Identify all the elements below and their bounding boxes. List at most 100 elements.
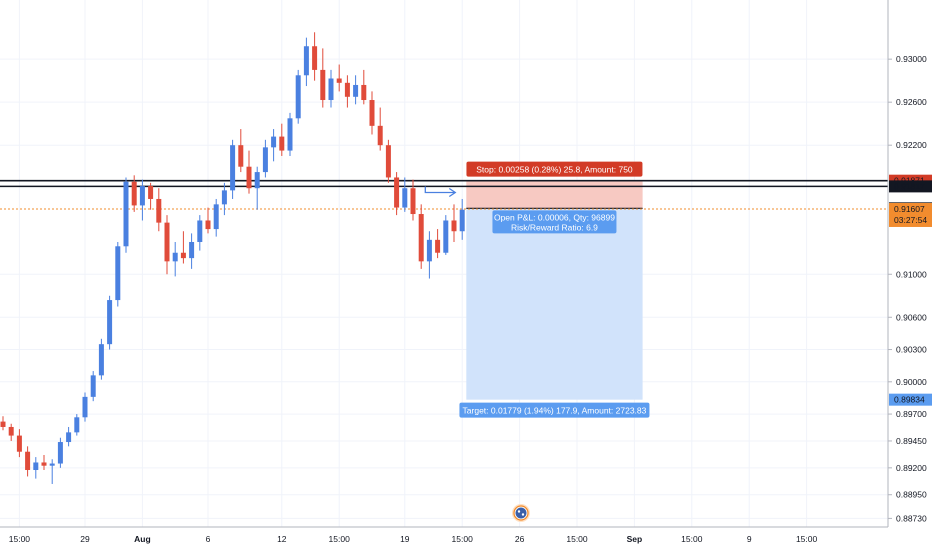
candle [328, 69, 334, 108]
target-zone [466, 208, 643, 400]
target-label: Target: 0.01779 (1.94%) 177.9, Amount: 2… [459, 402, 650, 418]
candle [131, 175, 137, 212]
candle-body [148, 186, 154, 199]
x-tick-label: 19 [400, 534, 410, 544]
candle [8, 423, 14, 441]
current-price-badge-bg [889, 202, 932, 227]
candle-body [213, 204, 219, 230]
x-tick-label: Sep [627, 534, 643, 544]
candle-body [426, 239, 432, 262]
current-price-text: 0.91607 [894, 204, 925, 214]
x-tick-label: Aug [134, 534, 151, 544]
candle [123, 177, 129, 253]
candle [107, 295, 113, 350]
x-tick-label: 15:00 [566, 534, 588, 544]
y-tick-label: 0.93000 [896, 54, 927, 64]
candle-body [25, 451, 31, 470]
position-labels: Stop: 0.00258 (0.28%) 25.8, Amount: 750 O… [459, 161, 650, 418]
y-tick-label: 0.92600 [896, 97, 927, 107]
stop-label: Stop: 0.00258 (0.28%) 25.8, Amount: 750 [466, 161, 643, 177]
tradingview-logo-icon[interactable] [512, 504, 530, 522]
pnl-label-bg [492, 210, 617, 234]
candle [213, 198, 219, 237]
candle [344, 75, 350, 108]
y-tick-label: 0.89450 [896, 436, 927, 446]
x-tick-label: 9 [747, 534, 752, 544]
candle-body [123, 181, 129, 247]
countdown-text: 03:27:54 [894, 215, 927, 225]
candle [16, 429, 22, 458]
candle-body [115, 246, 121, 301]
candle [115, 241, 121, 307]
candle [180, 231, 186, 264]
candle-body [312, 46, 318, 70]
y-tick-label: 0.90600 [896, 312, 927, 322]
candle [312, 32, 318, 81]
entry-price-badge-text: 0.91817 [894, 181, 925, 191]
candle-body [16, 435, 22, 452]
candle [443, 215, 449, 255]
candle [377, 107, 383, 151]
candle [394, 172, 400, 216]
candle [361, 69, 367, 105]
candle-body [74, 417, 80, 433]
candle [66, 426, 72, 447]
candle-body [262, 147, 268, 173]
candle-body [139, 186, 145, 206]
candle-body [246, 166, 252, 189]
x-tick-label: 15:00 [796, 534, 818, 544]
y-tick-label: 0.91000 [896, 269, 927, 279]
x-tick-label: 26 [515, 534, 525, 544]
position-arrow [424, 186, 457, 198]
candle [197, 215, 203, 251]
candle [0, 416, 6, 431]
ratio-label-text: Risk/Reward Ratio: 6.9 [511, 222, 598, 232]
candle [221, 182, 227, 216]
candle [385, 139, 391, 183]
x-tick-label: 12 [277, 534, 287, 544]
candle-body [385, 145, 391, 178]
candle-body [82, 396, 88, 418]
axes [0, 0, 889, 528]
candle-body [459, 209, 465, 232]
y-tick-label: 0.90000 [896, 377, 927, 387]
candle [451, 204, 457, 242]
y-axis-ticks: 0.93000 0.92600 0.92200 0.91000 0.90600 0.903… [888, 54, 927, 523]
candle-body [90, 375, 96, 397]
candle [254, 166, 260, 210]
candle-body [107, 300, 113, 345]
candle-body [279, 136, 285, 151]
pnl-label: Open P&L: 0.00006, Qty: 96899Risk/Reward… [492, 210, 617, 234]
candle [82, 392, 88, 422]
candle-series [0, 32, 465, 484]
stop-label-text: Stop: 0.00258 (0.28%) 25.8, Amount: 750 [476, 165, 633, 175]
price-lines [0, 179, 888, 210]
target-badge: 0.89834 [889, 393, 932, 406]
candle-body [377, 125, 383, 146]
candle-body [402, 188, 408, 208]
candle [164, 215, 170, 275]
candle-body [33, 462, 39, 470]
candle [303, 37, 309, 87]
candle [369, 91, 375, 135]
x-axis-ticks: 15:00 29 Aug 6 12 15:00 19 15:00 26 15:00 Sep 15:00… [9, 534, 818, 544]
candle [74, 414, 80, 436]
candle [246, 150, 252, 194]
candle-body [328, 78, 334, 101]
candle-body [295, 75, 301, 119]
y-tick-label: 0.89200 [896, 463, 927, 473]
candle [353, 75, 359, 105]
candle-body [394, 177, 400, 208]
x-tick-label: 15:00 [9, 534, 31, 544]
candle [57, 437, 63, 468]
candle-body [353, 84, 359, 97]
candle-body [410, 188, 416, 215]
candle-body [180, 252, 186, 259]
candle-body [205, 220, 211, 230]
candle [230, 139, 236, 199]
candle-body [8, 426, 14, 436]
x-tick-label: 15:00 [329, 534, 351, 544]
